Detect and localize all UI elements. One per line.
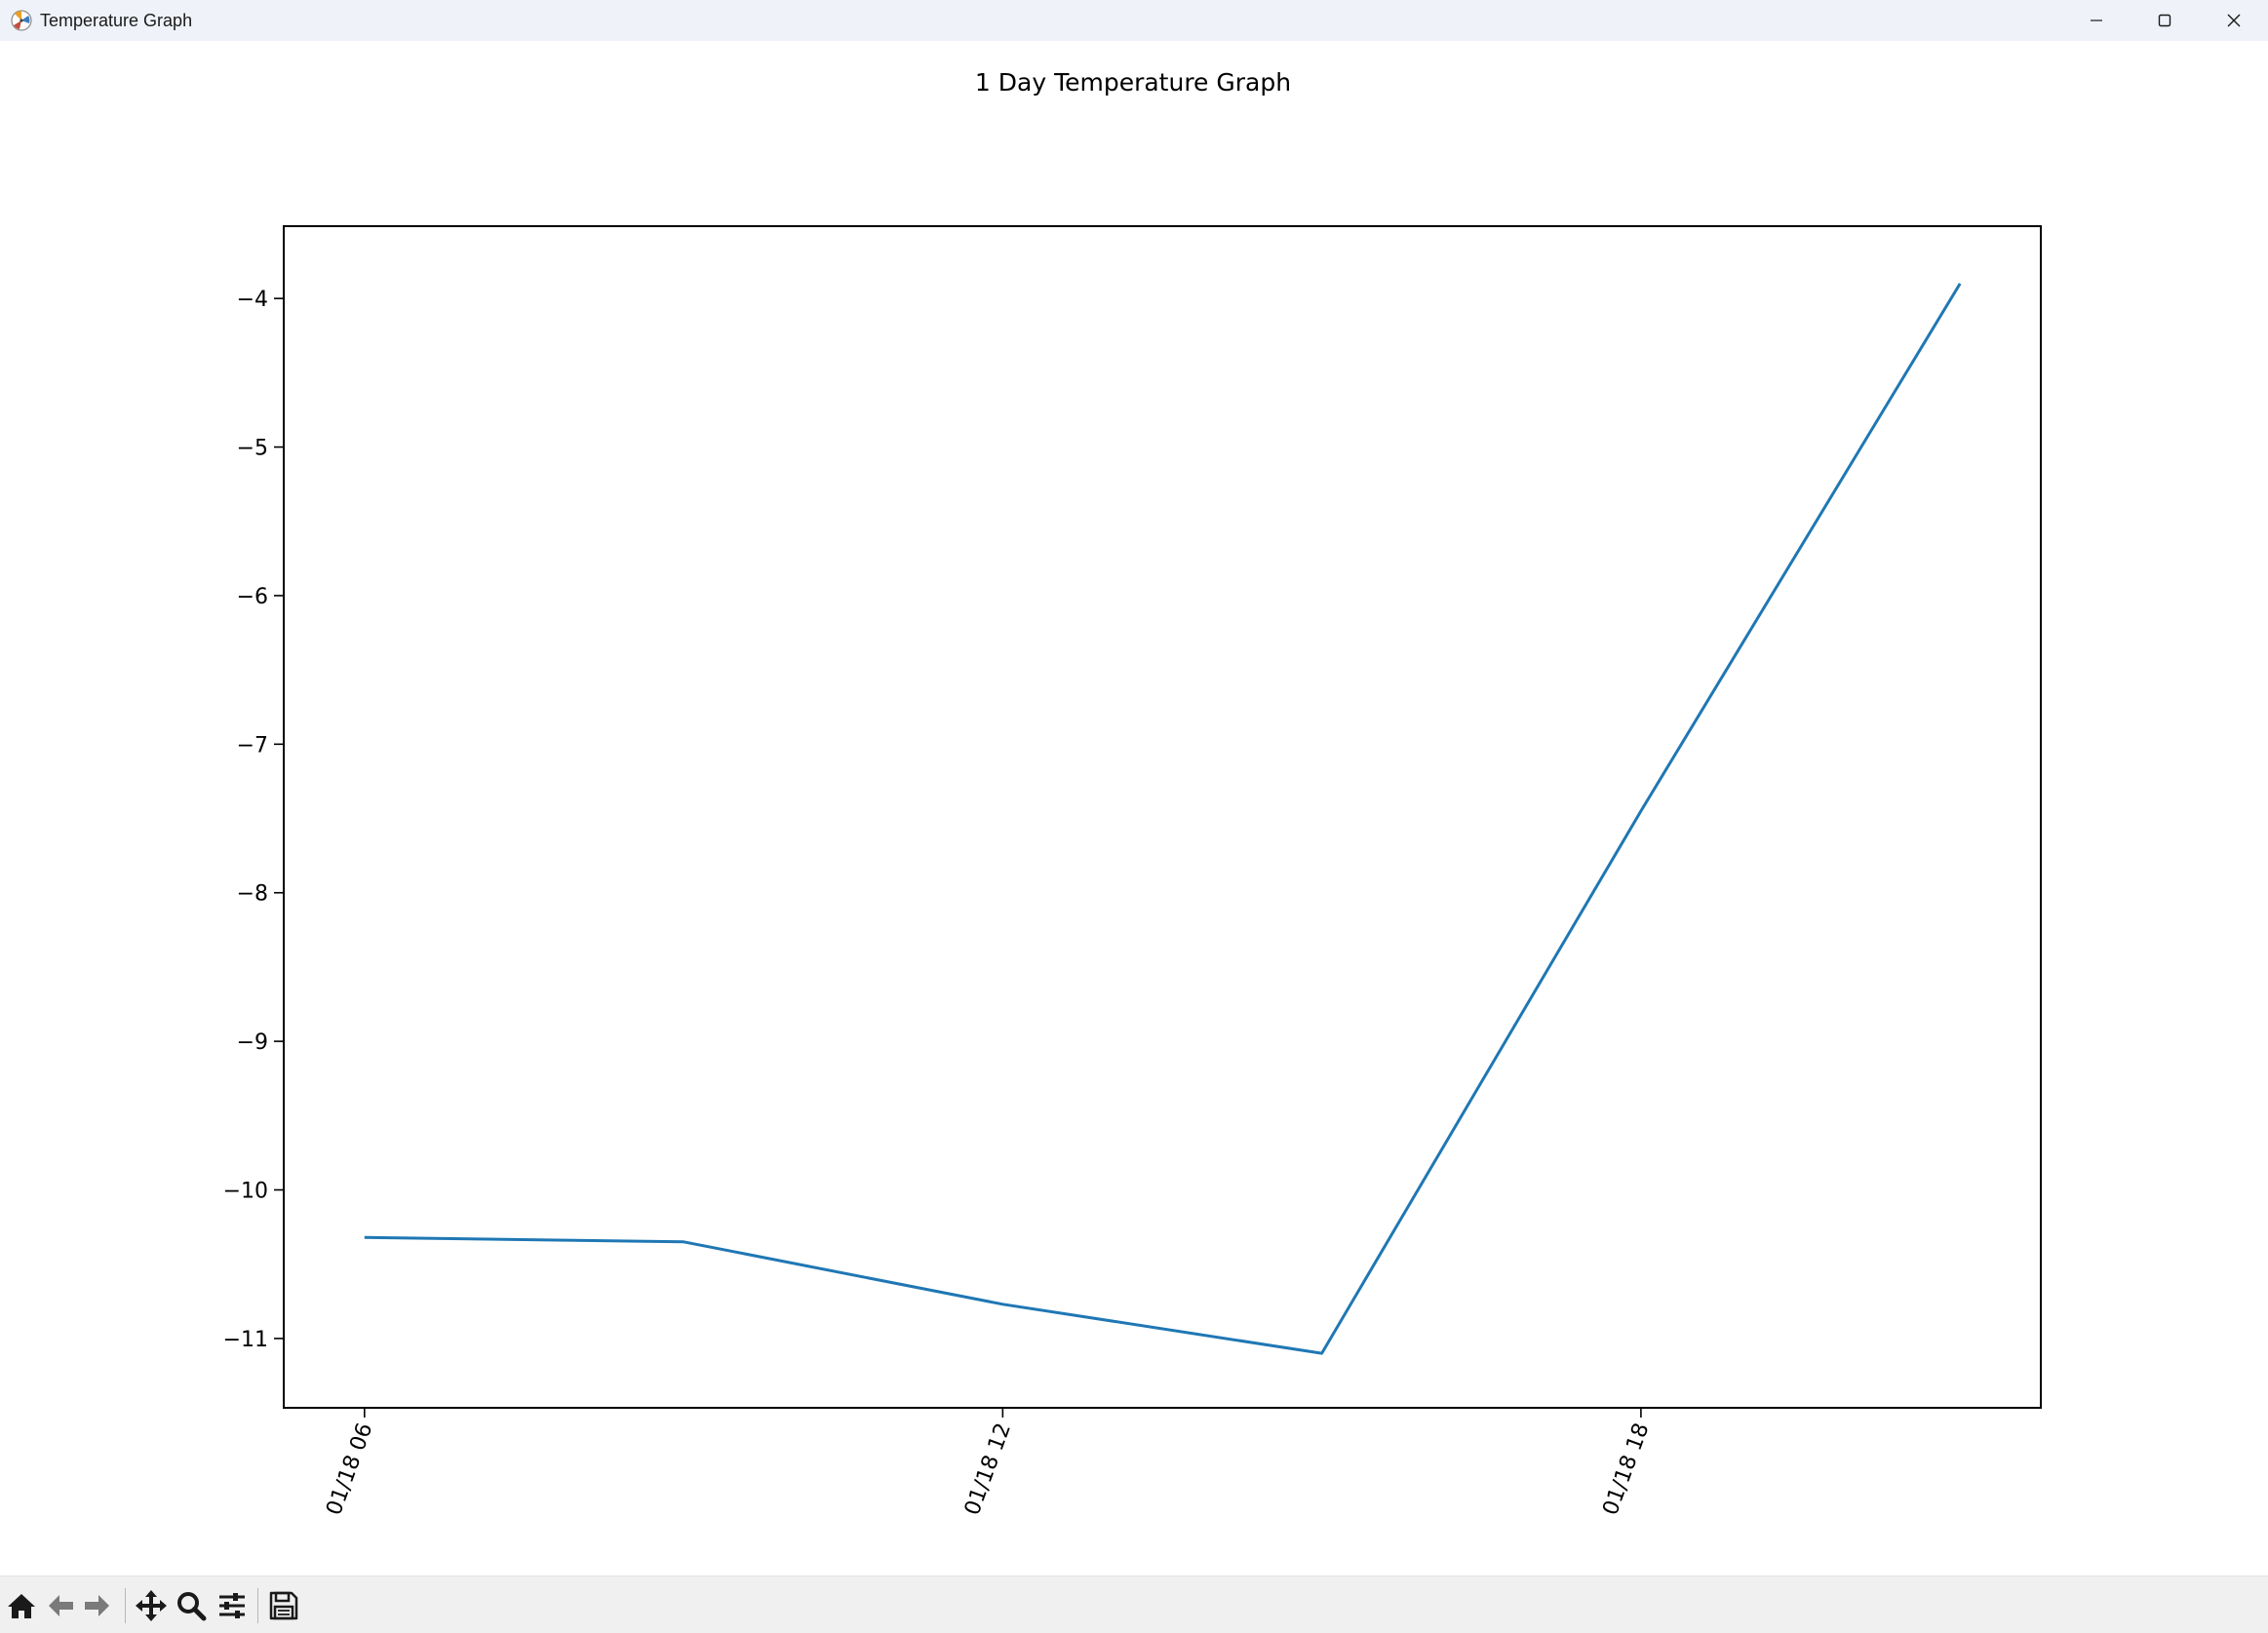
chart-title: 1 Day Temperature Graph bbox=[975, 68, 1291, 97]
y-tick-label: −5 bbox=[237, 437, 268, 461]
zoom-button[interactable] bbox=[174, 1588, 209, 1623]
line-chart: 1 Day Temperature Graph −4−5−6−7−8−9−10−… bbox=[223, 68, 2042, 1519]
plot-area-frame bbox=[283, 225, 2042, 1409]
maximize-icon bbox=[2157, 13, 2172, 28]
toolbar-separator bbox=[125, 1588, 126, 1623]
configure-subplots-button[interactable] bbox=[215, 1588, 250, 1623]
back-arrow-icon bbox=[45, 1590, 76, 1621]
pan-button[interactable] bbox=[134, 1588, 169, 1623]
close-button[interactable] bbox=[2200, 0, 2268, 41]
y-tick-label: −10 bbox=[223, 1180, 268, 1204]
y-axis: −4 −5 −6 −7 −8 −9 −10 −11 bbox=[223, 288, 284, 1352]
home-icon bbox=[6, 1590, 37, 1621]
x-axis: 01/18 06 01/18 12 01/18 18 bbox=[322, 1408, 1655, 1519]
x-tick-label: 01/18 06 bbox=[322, 1420, 377, 1519]
x-tick-label: 01/18 18 bbox=[1598, 1420, 1654, 1519]
forward-arrow-icon bbox=[82, 1590, 113, 1621]
figure-canvas[interactable]: 1 Day Temperature Graph −4 −5 −6 −7 −8 −9 −10−… bbox=[0, 41, 2268, 1575]
minimize-icon bbox=[2089, 13, 2104, 28]
forward-button[interactable] bbox=[80, 1588, 115, 1623]
close-icon bbox=[2226, 13, 2242, 28]
series-layer bbox=[364, 283, 1962, 1355]
x-tick-label: 01/18 12 bbox=[960, 1420, 1016, 1519]
pan-icon bbox=[135, 1589, 168, 1622]
zoom-icon bbox=[176, 1590, 207, 1621]
matplotlib-icon bbox=[10, 9, 33, 32]
minimize-button[interactable] bbox=[2062, 0, 2131, 41]
y-tick-label: −6 bbox=[237, 585, 268, 609]
y-tick-label: −8 bbox=[237, 882, 268, 907]
y-tick-label: −11 bbox=[223, 1328, 268, 1352]
y-tick-label: −9 bbox=[237, 1030, 268, 1055]
title-bar[interactable]: Temperature Graph bbox=[0, 0, 2268, 41]
back-button[interactable] bbox=[43, 1588, 78, 1623]
y-tick-label: −7 bbox=[237, 733, 268, 758]
configure-subplots-icon bbox=[216, 1590, 248, 1621]
home-button[interactable] bbox=[4, 1588, 39, 1623]
temperature-line bbox=[364, 283, 1962, 1355]
save-button[interactable] bbox=[266, 1588, 301, 1623]
y-tick-label: −4 bbox=[237, 288, 268, 312]
window-title: Temperature Graph bbox=[40, 11, 193, 30]
save-icon bbox=[268, 1590, 299, 1621]
maximize-button[interactable] bbox=[2131, 0, 2199, 41]
navigation-toolbar bbox=[0, 1575, 2268, 1633]
toolbar-separator bbox=[257, 1588, 258, 1623]
